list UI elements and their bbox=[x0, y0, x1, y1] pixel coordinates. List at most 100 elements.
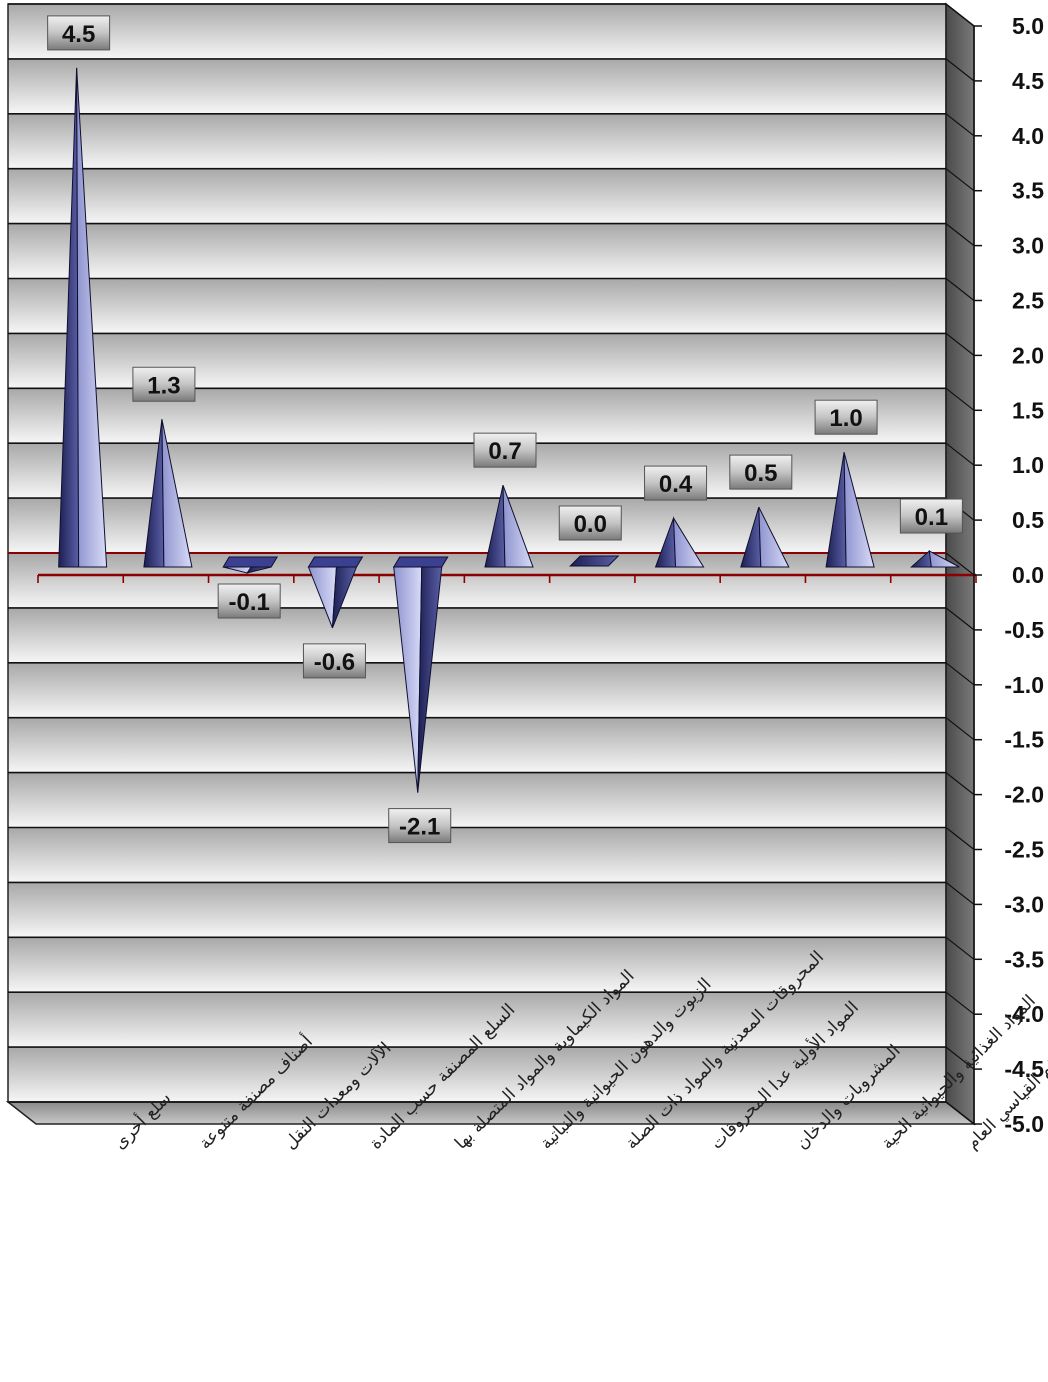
y-tick-label: 2.5 bbox=[1012, 288, 1044, 314]
gridline-depth bbox=[945, 662, 975, 686]
data-label-text: 0.7 bbox=[488, 438, 521, 465]
pyramid-face-dark bbox=[417, 566, 443, 793]
y-tick-label: -2.5 bbox=[1004, 837, 1044, 863]
wall-band bbox=[8, 223, 946, 279]
gridline-depth bbox=[945, 936, 975, 960]
data-label-box bbox=[814, 399, 878, 435]
pyramid-face-light bbox=[758, 506, 790, 568]
y-tick-label: 1.0 bbox=[1012, 452, 1044, 478]
wall-band bbox=[8, 168, 946, 224]
pyramid-cap bbox=[307, 556, 364, 568]
y-tick-label: -3.5 bbox=[1004, 946, 1044, 972]
pyramid-face-light bbox=[502, 484, 534, 568]
y-tick-label: 1.5 bbox=[1012, 397, 1044, 423]
data-label-9: 1.0 bbox=[814, 399, 878, 435]
gridline-depth bbox=[945, 332, 975, 356]
wall-band bbox=[8, 937, 946, 993]
wall-band bbox=[8, 113, 946, 169]
data-label-5: 0.7 bbox=[473, 432, 537, 468]
wall-band bbox=[8, 992, 946, 1048]
data-label-text: 0.4 bbox=[659, 471, 693, 498]
y-tick-label: -0.5 bbox=[1004, 617, 1044, 643]
gridline-depth bbox=[945, 278, 975, 301]
pyramid-bar-2 bbox=[222, 556, 279, 574]
pyramid-face-dark bbox=[331, 566, 358, 629]
wall-band bbox=[8, 278, 946, 334]
gridline-depth bbox=[945, 552, 975, 576]
gridline-depth bbox=[945, 3, 975, 27]
y-tick-label: -4.5 bbox=[1004, 1056, 1044, 1082]
data-label-box bbox=[217, 583, 281, 619]
data-label-1: 1.3 bbox=[132, 366, 196, 402]
data-label-box bbox=[899, 498, 963, 534]
pyramid-face-light bbox=[161, 419, 193, 568]
gridline-depth bbox=[945, 442, 975, 466]
y-tick-label: -1.5 bbox=[1004, 727, 1044, 753]
pyramid-bar-1 bbox=[143, 419, 193, 568]
y-tick-label: 5.0 bbox=[1012, 13, 1044, 39]
y-tick-label: 2.0 bbox=[1012, 342, 1044, 368]
pyramid-bar-5 bbox=[484, 484, 534, 568]
data-label-box bbox=[644, 465, 708, 501]
gridline-depth bbox=[945, 991, 975, 1015]
y-tick-label: 4.0 bbox=[1012, 123, 1044, 149]
gridline-depth bbox=[945, 881, 975, 905]
data-label-box bbox=[132, 366, 196, 402]
data-label-text: 1.0 bbox=[829, 405, 862, 432]
pyramid-bar-7 bbox=[654, 516, 705, 568]
pyramid-bar-9 bbox=[825, 452, 875, 568]
data-label-4: -2.1 bbox=[388, 808, 452, 844]
data-label-box bbox=[558, 505, 622, 541]
gridline-depth bbox=[945, 168, 975, 192]
data-labels: 4.5 1.3 -0.1 -0.6 -2.1 0.7 0.0 0.4 0.5 1.0 0.1 bbox=[47, 15, 963, 844]
data-label-box bbox=[302, 643, 366, 679]
y-tick-label: 3.0 bbox=[1012, 233, 1044, 259]
data-label-box bbox=[473, 432, 537, 468]
data-label-0: 4.5 bbox=[47, 15, 111, 51]
pyramid-face-light bbox=[843, 452, 875, 568]
data-label-text: 1.3 bbox=[147, 372, 180, 399]
wall-band bbox=[8, 882, 946, 938]
wall-band bbox=[8, 772, 946, 828]
y-tick-label: -5.0 bbox=[1004, 1111, 1044, 1137]
wall-band bbox=[8, 662, 946, 718]
gridline-depth bbox=[945, 1101, 975, 1125]
wall-band bbox=[8, 607, 946, 663]
data-label-box bbox=[388, 808, 452, 844]
y-tick-label: 0.5 bbox=[1012, 507, 1044, 533]
y-tick-label: 0.0 bbox=[1012, 562, 1044, 588]
data-label-text: 0.5 bbox=[744, 460, 777, 487]
data-label-box bbox=[729, 454, 793, 490]
pyramid-flat bbox=[569, 555, 620, 567]
y-tick-label: -3.0 bbox=[1004, 891, 1044, 917]
data-label-text: -2.1 bbox=[399, 814, 440, 841]
data-label-text: 0.0 bbox=[574, 511, 607, 538]
pyramid-cap bbox=[392, 556, 449, 568]
wall-band bbox=[8, 827, 946, 883]
chart-walls bbox=[5, 2, 977, 1126]
gridlines bbox=[8, 3, 975, 1125]
gridline-depth bbox=[945, 827, 975, 850]
wall-band bbox=[8, 4, 946, 59]
data-label-10: 0.1 bbox=[899, 498, 963, 534]
wall-band bbox=[8, 58, 946, 114]
gridline-depth bbox=[945, 113, 975, 137]
data-label-6: 0.0 bbox=[558, 505, 622, 541]
pyramid-face-light bbox=[928, 550, 960, 568]
pyramid-face-light bbox=[672, 516, 705, 568]
pyramid-face-dark bbox=[246, 566, 272, 574]
y-tick-label: -2.0 bbox=[1004, 782, 1044, 808]
gridline-depth bbox=[945, 387, 975, 411]
wall-band bbox=[8, 1047, 946, 1102]
data-label-2: -0.1 bbox=[217, 583, 281, 619]
pyramid-bars bbox=[58, 67, 960, 793]
gridline-depth bbox=[945, 223, 975, 247]
pyramid-bar-8 bbox=[740, 506, 790, 568]
gridline-depth bbox=[945, 58, 975, 82]
pyramid-face-light bbox=[76, 67, 108, 568]
pyramid-cap bbox=[222, 556, 279, 568]
pyramid-bar-0 bbox=[58, 67, 108, 568]
y-axis: 5.0 4.5 4.0 3.5 3.0 2.5 2.0 1.5 1.0 0.5 0.0 -0.5 -1.… bbox=[973, 13, 1044, 1137]
pyramid-bar-4 bbox=[392, 556, 449, 793]
